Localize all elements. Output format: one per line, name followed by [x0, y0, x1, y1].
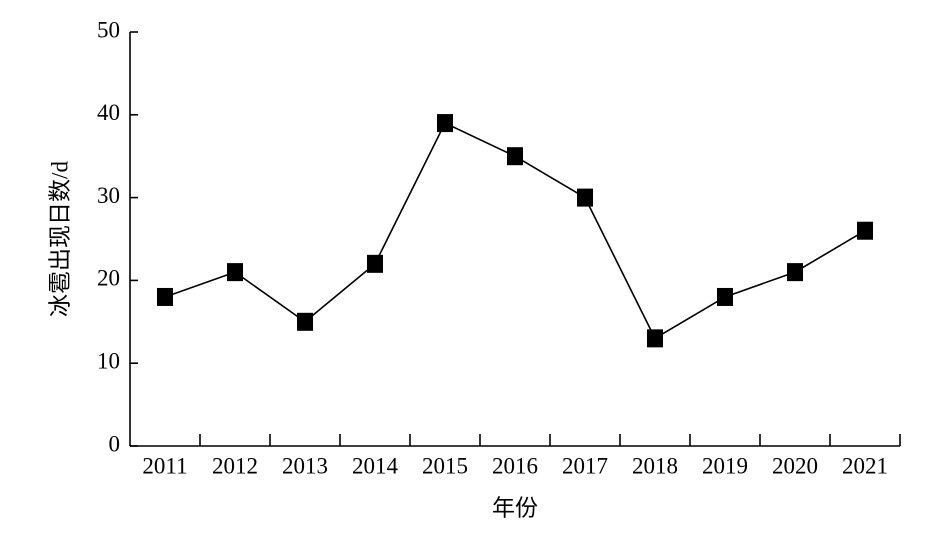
- marker: [787, 263, 803, 282]
- y-tick-label: 0: [109, 431, 121, 456]
- marker: [437, 114, 453, 133]
- marker: [577, 188, 593, 207]
- marker: [367, 254, 383, 273]
- x-tick-label: 2012: [212, 453, 258, 478]
- marker: [157, 287, 173, 306]
- y-tick-label: 20: [97, 266, 120, 291]
- y-axis-label: 冰雹出现日数/d: [47, 161, 72, 317]
- marker: [507, 147, 523, 166]
- x-tick-label: 2011: [142, 453, 187, 478]
- x-tick-label: 2021: [842, 453, 888, 478]
- marker: [647, 329, 663, 348]
- y-tick-label: 50: [97, 17, 120, 42]
- x-tick-label: 2013: [282, 453, 328, 478]
- marker: [857, 221, 873, 240]
- x-tick-label: 2017: [562, 453, 608, 478]
- x-tick-label: 2020: [772, 453, 818, 478]
- x-tick-label: 2015: [422, 453, 468, 478]
- marker: [297, 312, 313, 331]
- x-tick-label: 2018: [632, 453, 678, 478]
- y-tick-label: 30: [97, 183, 120, 208]
- marker: [227, 263, 243, 282]
- y-tick-label: 10: [97, 348, 120, 373]
- x-tick-label: 2019: [702, 453, 748, 478]
- x-axis-label: 年份: [492, 495, 538, 520]
- x-tick-label: 2014: [352, 453, 399, 478]
- y-tick-label: 40: [97, 100, 120, 125]
- marker: [717, 287, 733, 306]
- x-tick-label: 2016: [492, 453, 538, 478]
